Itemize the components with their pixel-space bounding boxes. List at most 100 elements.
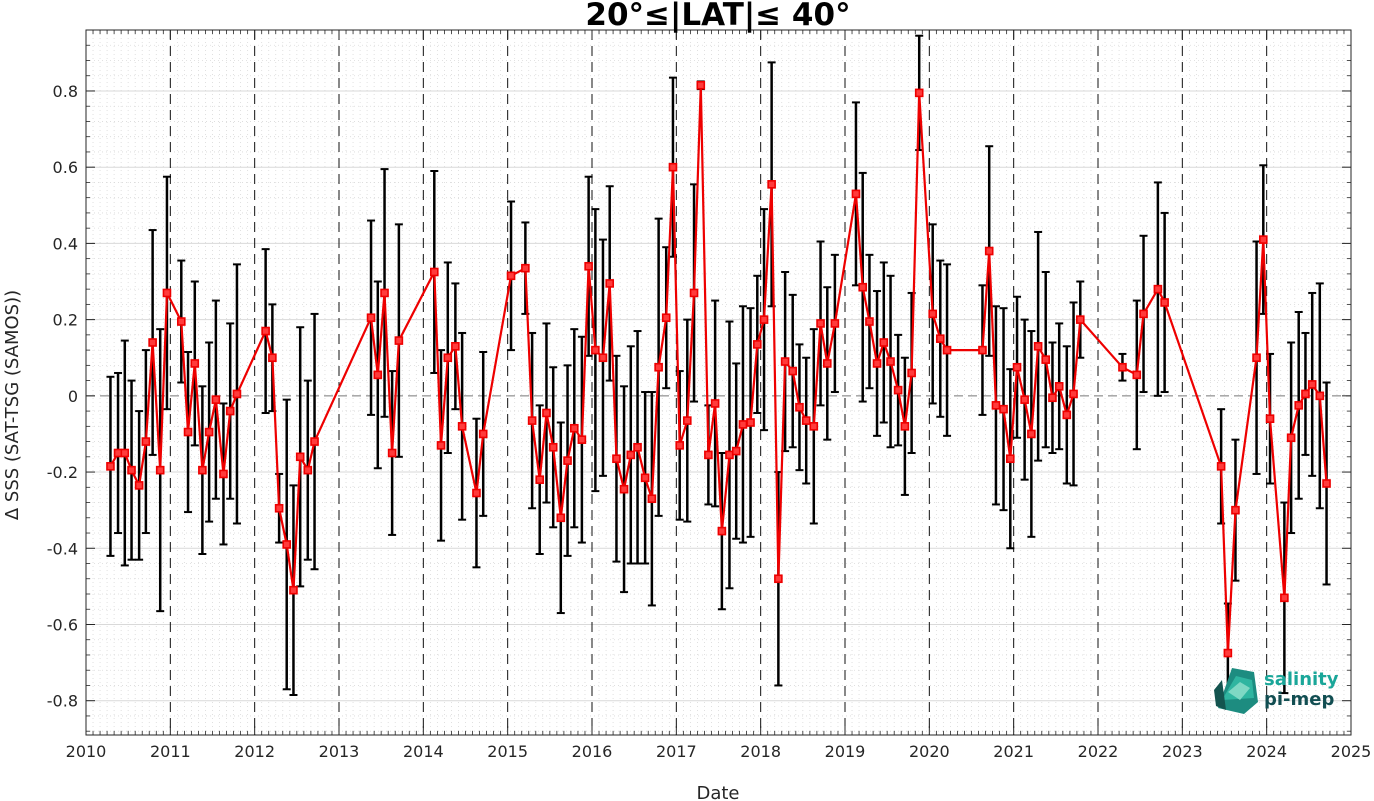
data-point: [289, 585, 298, 595]
logo-text-pi-mep: pi-mep: [1264, 689, 1334, 710]
data-point: [704, 450, 713, 460]
data-point: [591, 345, 600, 355]
data-point: [746, 418, 755, 427]
x-tick-label: 2013: [319, 742, 360, 761]
data-point: [542, 408, 551, 418]
y-tick-label: -0.6: [47, 615, 78, 634]
data-point: [830, 319, 840, 328]
data-point: [472, 488, 481, 498]
data-point: [1054, 382, 1064, 391]
data-point: [190, 359, 200, 368]
data-point: [457, 422, 467, 431]
data-point: [1301, 389, 1310, 399]
data-point: [584, 261, 593, 271]
chart-title: 20°≤|LAT|≤ 40°: [585, 0, 850, 33]
data-point: [696, 80, 706, 90]
data-point: [282, 540, 292, 549]
data-point: [788, 366, 798, 376]
data-point: [478, 429, 488, 439]
series-markers: [106, 80, 1331, 658]
x-tick-label: 2024: [1246, 742, 1287, 761]
y-tick-labels: -0.8 -0.6 -0.4 -0.2 0 0.2 0.4 0.6 0.8: [47, 82, 78, 711]
y-tick-label: -0.8: [47, 692, 78, 711]
data-point: [1139, 309, 1148, 319]
data-point: [1020, 395, 1029, 404]
data-point: [654, 362, 663, 372]
data-point: [134, 481, 144, 490]
data-point: [752, 340, 762, 349]
data-point: [640, 473, 650, 483]
data-point: [429, 267, 439, 277]
data-point: [261, 326, 270, 336]
y-tick-label: 0.4: [53, 234, 78, 253]
data-point: [893, 385, 903, 395]
data-point: [548, 442, 558, 452]
data-point: [148, 338, 157, 347]
data-point: [795, 402, 804, 412]
data-point: [858, 282, 868, 292]
data-point: [1280, 593, 1289, 603]
data-point: [774, 574, 783, 584]
data-point: [1252, 353, 1261, 363]
data-point: [443, 353, 453, 363]
data-point: [120, 448, 130, 458]
data-point: [1118, 362, 1127, 372]
data-point: [155, 465, 165, 475]
series-line: [109, 85, 1328, 654]
data-point: [612, 454, 621, 464]
data-point: [563, 456, 572, 465]
data-point: [1153, 284, 1163, 294]
data-point: [436, 441, 446, 450]
data-point: [801, 416, 811, 425]
data-point: [141, 437, 151, 446]
data-point: [198, 465, 207, 475]
data-point: [675, 441, 685, 450]
year-boundary-lines: [169, 30, 1268, 735]
data-point: [1265, 414, 1275, 424]
data-point: [451, 341, 460, 351]
x-tick-label: 2014: [403, 742, 444, 761]
data-point: [767, 180, 776, 189]
data-point: [886, 357, 895, 366]
data-point: [366, 313, 376, 323]
data-point: [1322, 479, 1331, 488]
data-point: [1005, 454, 1015, 464]
data-point: [506, 271, 516, 281]
data-point: [816, 319, 825, 328]
y-axis-label: Δ SSS (SAT-TSG (SAMOS)): [2, 290, 23, 520]
data-point: [935, 334, 945, 343]
data-point: [647, 494, 657, 504]
data-point: [225, 406, 235, 416]
data-point: [907, 368, 916, 378]
data-point: [380, 288, 389, 298]
data-point: [999, 404, 1008, 414]
data-point: [535, 475, 545, 484]
data-point: [295, 452, 305, 462]
data-point: [162, 288, 172, 298]
data-point: [872, 359, 882, 368]
logo-icon: [1214, 668, 1258, 714]
data-point: [605, 279, 615, 288]
data-point: [780, 357, 790, 366]
x-tick-label: 2019: [825, 742, 866, 761]
data-point: [1033, 341, 1043, 351]
y-tick-label: -0.4: [47, 539, 78, 558]
data-point: [1231, 505, 1240, 515]
x-tick-label: 2022: [1078, 742, 1119, 761]
x-tick-label: 2016: [572, 742, 613, 761]
data-point: [661, 313, 671, 323]
data-point: [1041, 355, 1051, 364]
data-point: [682, 416, 692, 425]
data-point: [731, 446, 741, 456]
data-point: [626, 450, 636, 460]
data-point: [303, 465, 313, 475]
data-point: [759, 315, 769, 324]
data-point: [928, 309, 938, 319]
data-point: [1160, 298, 1169, 307]
x-tick-label: 2010: [66, 742, 107, 761]
data-point: [1062, 410, 1072, 420]
axis-ticks: [85, 29, 1352, 735]
data-point: [851, 189, 861, 199]
data-point: [394, 336, 404, 345]
data-point: [577, 435, 587, 444]
